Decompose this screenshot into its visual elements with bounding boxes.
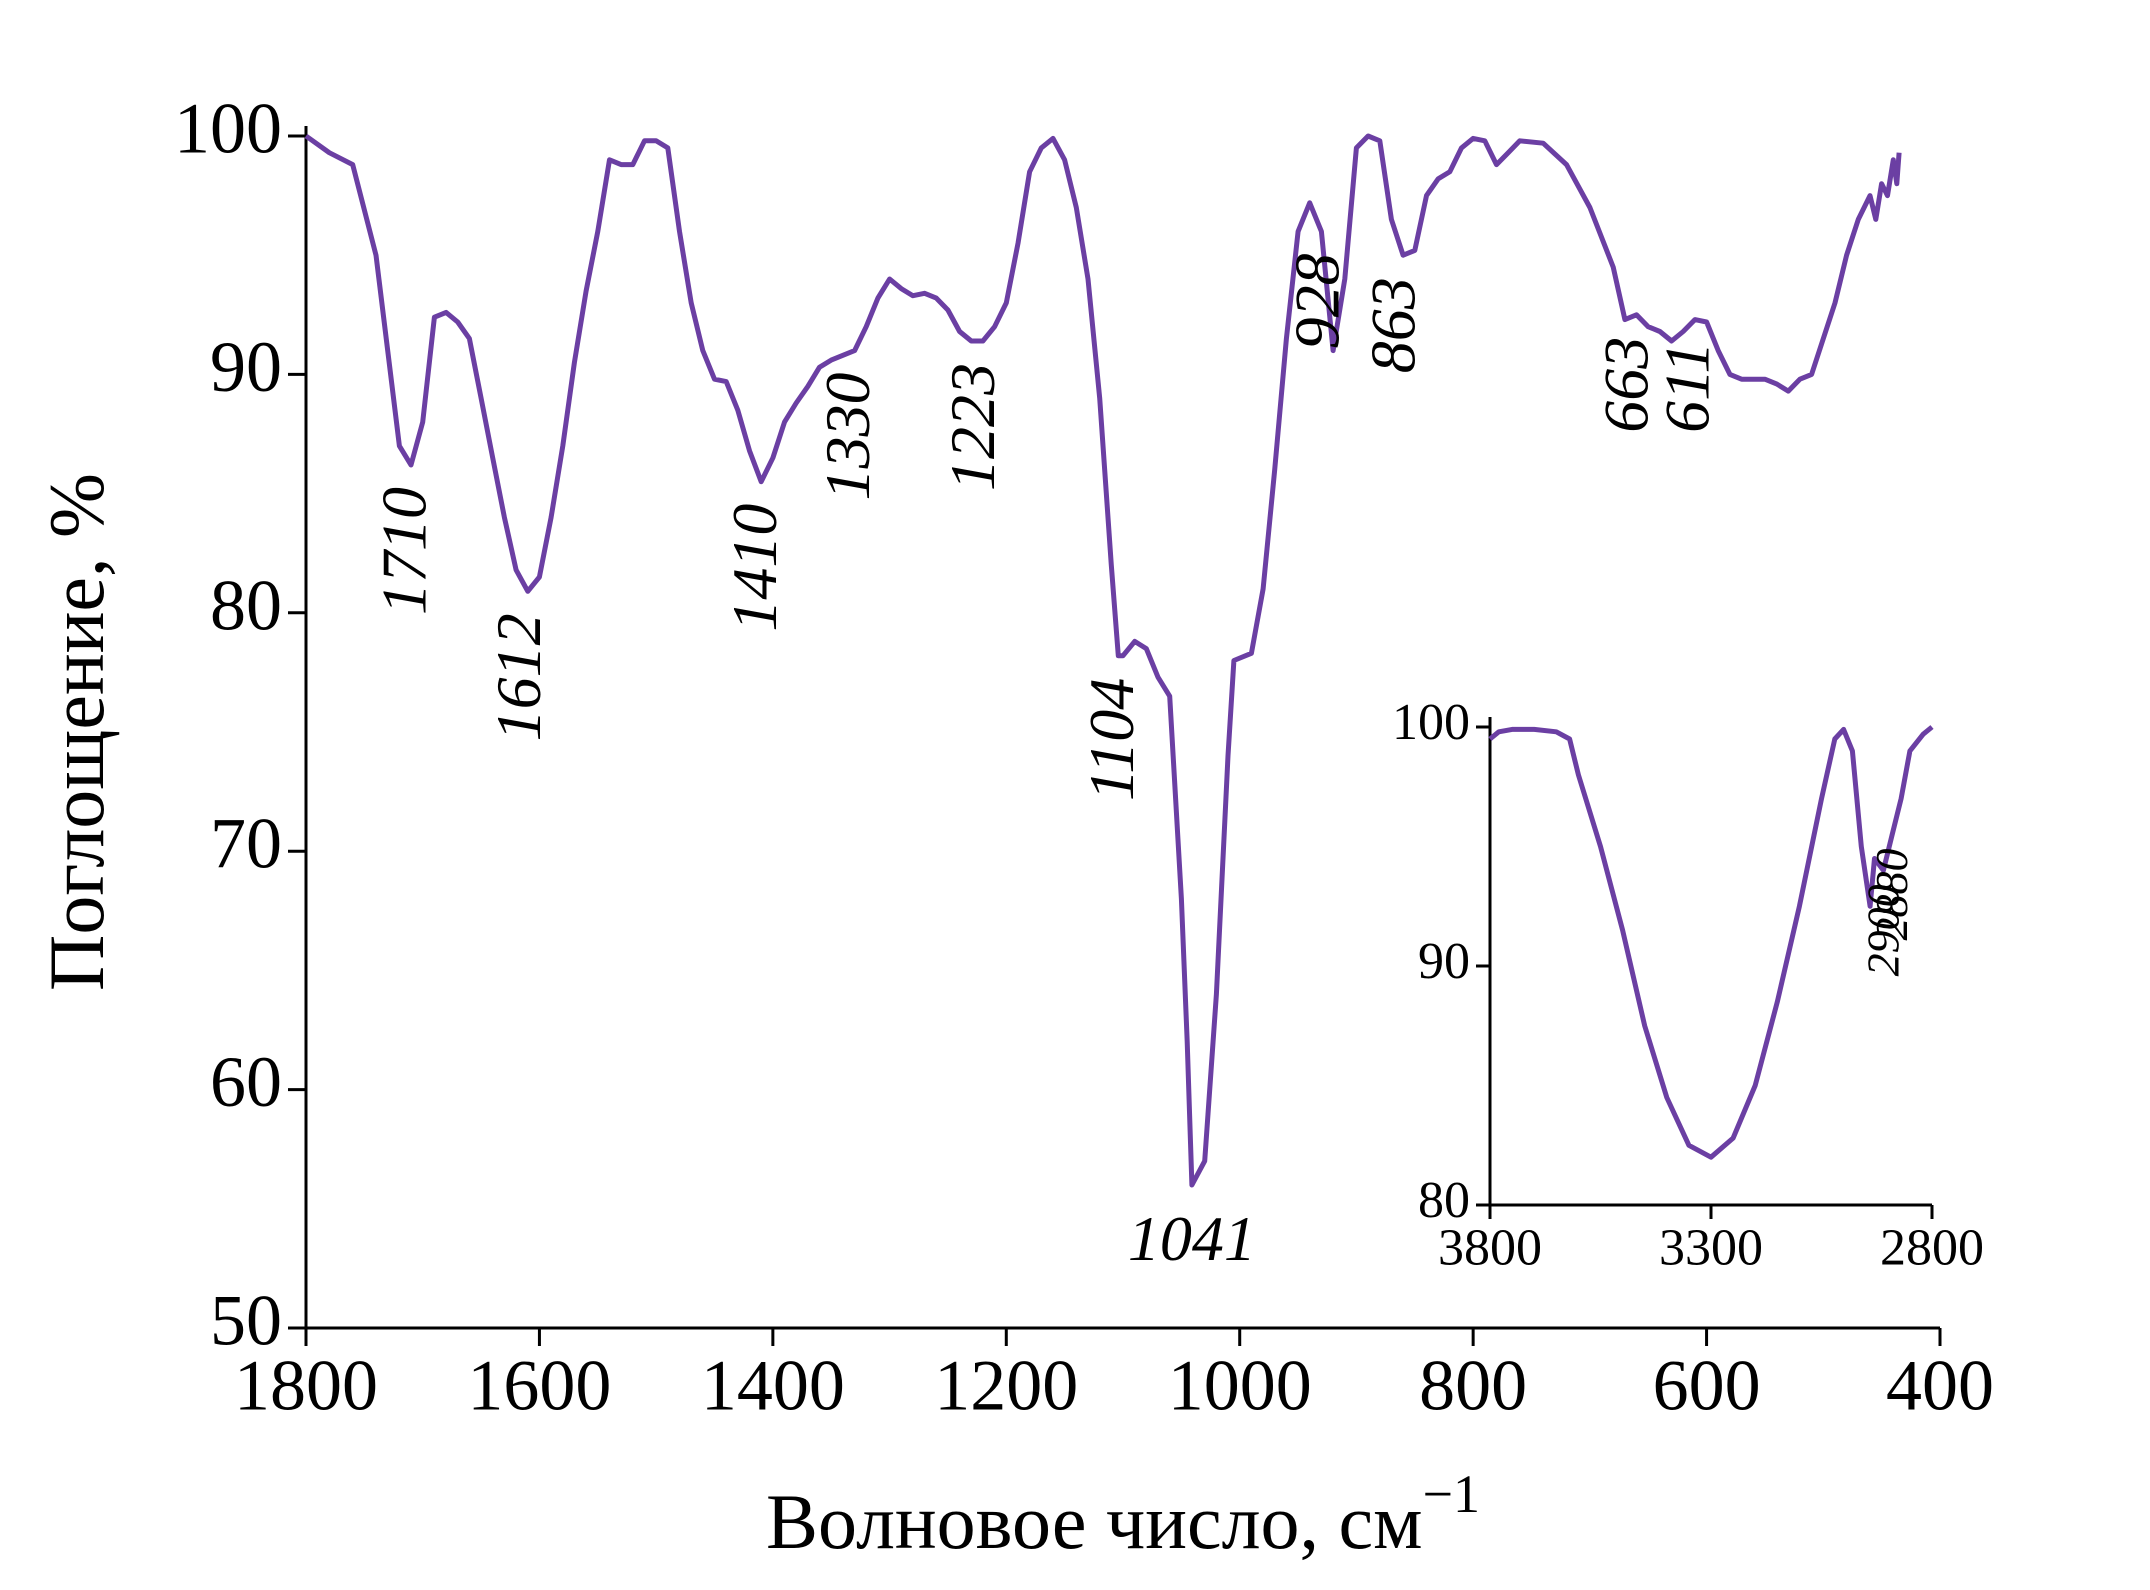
peak-label: 1223 <box>937 363 1008 491</box>
peak-label: 611 <box>1651 342 1722 433</box>
y-tick-label: 80 <box>1418 1172 1470 1229</box>
y-tick-label: 60 <box>210 1042 282 1122</box>
peak-label: 2880 <box>1866 849 1917 941</box>
x-tick-label: 1400 <box>701 1345 845 1425</box>
y-tick-label: 90 <box>210 327 282 407</box>
x-tick-label: 1200 <box>934 1345 1078 1425</box>
x-axis-label-text: Волновое число, см <box>766 1478 1423 1565</box>
x-tick-label: 1600 <box>467 1345 611 1425</box>
data-line <box>304 133 1902 1188</box>
peak-label: 1710 <box>369 487 440 615</box>
x-tick-label: 600 <box>1653 1345 1761 1425</box>
x-axis-label: Волновое число, см−1 <box>766 1464 1480 1565</box>
y-tick-label: 50 <box>210 1281 282 1361</box>
y-tick-label: 100 <box>1392 694 1470 751</box>
y-tick-label: 90 <box>1418 933 1470 990</box>
peak-label: 863 <box>1357 277 1428 373</box>
peak-label: 663 <box>1591 337 1662 433</box>
x-tick-label: 2800 <box>1880 1220 1984 1277</box>
x-axis-label-superscript: −1 <box>1423 1464 1480 1524</box>
x-tick-label: 1800 <box>234 1345 378 1425</box>
data-line <box>1488 725 1934 1160</box>
peak-label: 2900 <box>1857 884 1908 976</box>
x-tick-label: 3800 <box>1438 1220 1542 1277</box>
peak-label: 1410 <box>719 504 790 632</box>
x-tick-label: 3300 <box>1659 1220 1763 1277</box>
y-tick-label: 70 <box>210 804 282 884</box>
x-tick-label: 800 <box>1419 1345 1527 1425</box>
peak-label: 1330 <box>812 373 883 501</box>
peak-label: 928 <box>1281 253 1352 349</box>
peak-label: 1041 <box>1128 1203 1256 1274</box>
x-tick-label: 1000 <box>1168 1345 1312 1425</box>
y-tick-label: 100 <box>174 89 282 169</box>
peak-label: 1612 <box>483 613 554 741</box>
y-tick-label: 80 <box>210 565 282 645</box>
x-tick-label: 400 <box>1886 1345 1994 1425</box>
peak-label: 1104 <box>1076 678 1147 801</box>
y-axis-label: Поглощение, % <box>33 473 120 991</box>
